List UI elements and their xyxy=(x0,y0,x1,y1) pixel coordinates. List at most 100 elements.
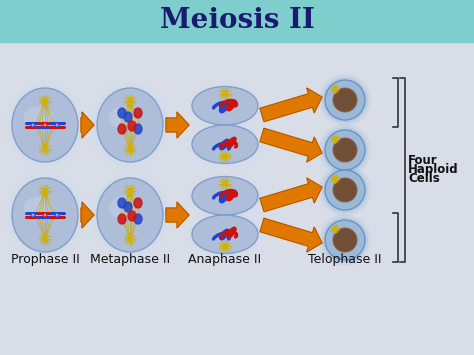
Ellipse shape xyxy=(190,175,260,217)
Polygon shape xyxy=(260,178,322,212)
Circle shape xyxy=(128,147,132,151)
Polygon shape xyxy=(81,202,94,228)
Ellipse shape xyxy=(97,178,163,252)
Polygon shape xyxy=(118,108,126,118)
Ellipse shape xyxy=(190,84,260,127)
Ellipse shape xyxy=(192,125,258,164)
Ellipse shape xyxy=(190,213,260,256)
Ellipse shape xyxy=(187,82,263,130)
Polygon shape xyxy=(118,214,126,224)
Circle shape xyxy=(325,80,365,120)
Polygon shape xyxy=(118,124,126,134)
Polygon shape xyxy=(166,202,189,228)
Ellipse shape xyxy=(89,170,171,260)
Circle shape xyxy=(322,127,368,173)
Ellipse shape xyxy=(89,80,171,170)
Polygon shape xyxy=(124,112,132,122)
Polygon shape xyxy=(81,112,94,138)
Ellipse shape xyxy=(187,120,263,169)
Circle shape xyxy=(333,138,357,162)
Text: Prophase II: Prophase II xyxy=(10,253,79,267)
Circle shape xyxy=(43,147,47,151)
Ellipse shape xyxy=(190,123,260,165)
Circle shape xyxy=(325,220,365,260)
Circle shape xyxy=(43,99,47,103)
Text: Haploid: Haploid xyxy=(408,164,459,176)
Circle shape xyxy=(319,164,371,216)
Circle shape xyxy=(333,228,357,252)
Circle shape xyxy=(43,213,47,217)
Ellipse shape xyxy=(192,87,258,125)
Ellipse shape xyxy=(192,215,258,253)
Text: Cells: Cells xyxy=(408,173,440,186)
Ellipse shape xyxy=(93,84,167,166)
Circle shape xyxy=(322,77,368,123)
Circle shape xyxy=(322,167,368,213)
Polygon shape xyxy=(134,124,142,134)
Circle shape xyxy=(223,91,227,96)
Polygon shape xyxy=(260,88,322,122)
Circle shape xyxy=(44,124,46,126)
Circle shape xyxy=(32,124,34,126)
Circle shape xyxy=(319,214,371,266)
Circle shape xyxy=(55,213,59,217)
Circle shape xyxy=(333,137,337,141)
Ellipse shape xyxy=(24,197,53,219)
Ellipse shape xyxy=(8,174,82,256)
Circle shape xyxy=(44,214,46,216)
Circle shape xyxy=(223,244,227,248)
Polygon shape xyxy=(134,198,142,208)
Polygon shape xyxy=(134,108,142,118)
Text: Telophase II: Telophase II xyxy=(308,253,382,267)
Ellipse shape xyxy=(24,106,53,129)
Circle shape xyxy=(319,124,371,176)
Circle shape xyxy=(31,213,35,217)
Circle shape xyxy=(223,181,227,186)
Circle shape xyxy=(43,123,47,127)
Circle shape xyxy=(333,177,337,181)
Polygon shape xyxy=(128,121,136,131)
Text: Anaphase II: Anaphase II xyxy=(189,253,262,267)
Text: Metaphase II: Metaphase II xyxy=(90,253,170,267)
Polygon shape xyxy=(260,128,322,162)
Ellipse shape xyxy=(187,171,263,220)
Ellipse shape xyxy=(109,106,138,129)
Circle shape xyxy=(31,123,35,127)
Circle shape xyxy=(43,189,47,193)
Circle shape xyxy=(325,130,365,170)
Circle shape xyxy=(319,74,371,126)
Ellipse shape xyxy=(109,197,138,219)
Circle shape xyxy=(333,227,337,231)
Circle shape xyxy=(128,237,132,241)
Ellipse shape xyxy=(192,176,258,215)
Ellipse shape xyxy=(187,210,263,258)
Ellipse shape xyxy=(12,178,78,252)
Text: Meiosis II: Meiosis II xyxy=(160,7,314,34)
Circle shape xyxy=(325,170,365,210)
Text: Four: Four xyxy=(408,154,438,168)
Circle shape xyxy=(333,178,357,202)
Bar xyxy=(0,0,474,42)
Circle shape xyxy=(56,214,58,216)
Circle shape xyxy=(32,214,34,216)
Ellipse shape xyxy=(4,80,86,170)
Circle shape xyxy=(55,123,59,127)
Polygon shape xyxy=(134,214,142,224)
Ellipse shape xyxy=(97,88,163,162)
Ellipse shape xyxy=(8,84,82,166)
Circle shape xyxy=(43,237,47,241)
Circle shape xyxy=(333,87,337,91)
Circle shape xyxy=(223,154,227,159)
Ellipse shape xyxy=(93,174,167,256)
Polygon shape xyxy=(260,218,322,252)
Ellipse shape xyxy=(4,170,86,260)
Circle shape xyxy=(128,189,132,193)
Polygon shape xyxy=(124,202,132,212)
Circle shape xyxy=(333,88,357,112)
Circle shape xyxy=(322,217,368,263)
Polygon shape xyxy=(166,112,189,138)
Circle shape xyxy=(56,124,58,126)
Polygon shape xyxy=(118,198,126,208)
Polygon shape xyxy=(128,211,136,221)
Circle shape xyxy=(128,99,132,103)
